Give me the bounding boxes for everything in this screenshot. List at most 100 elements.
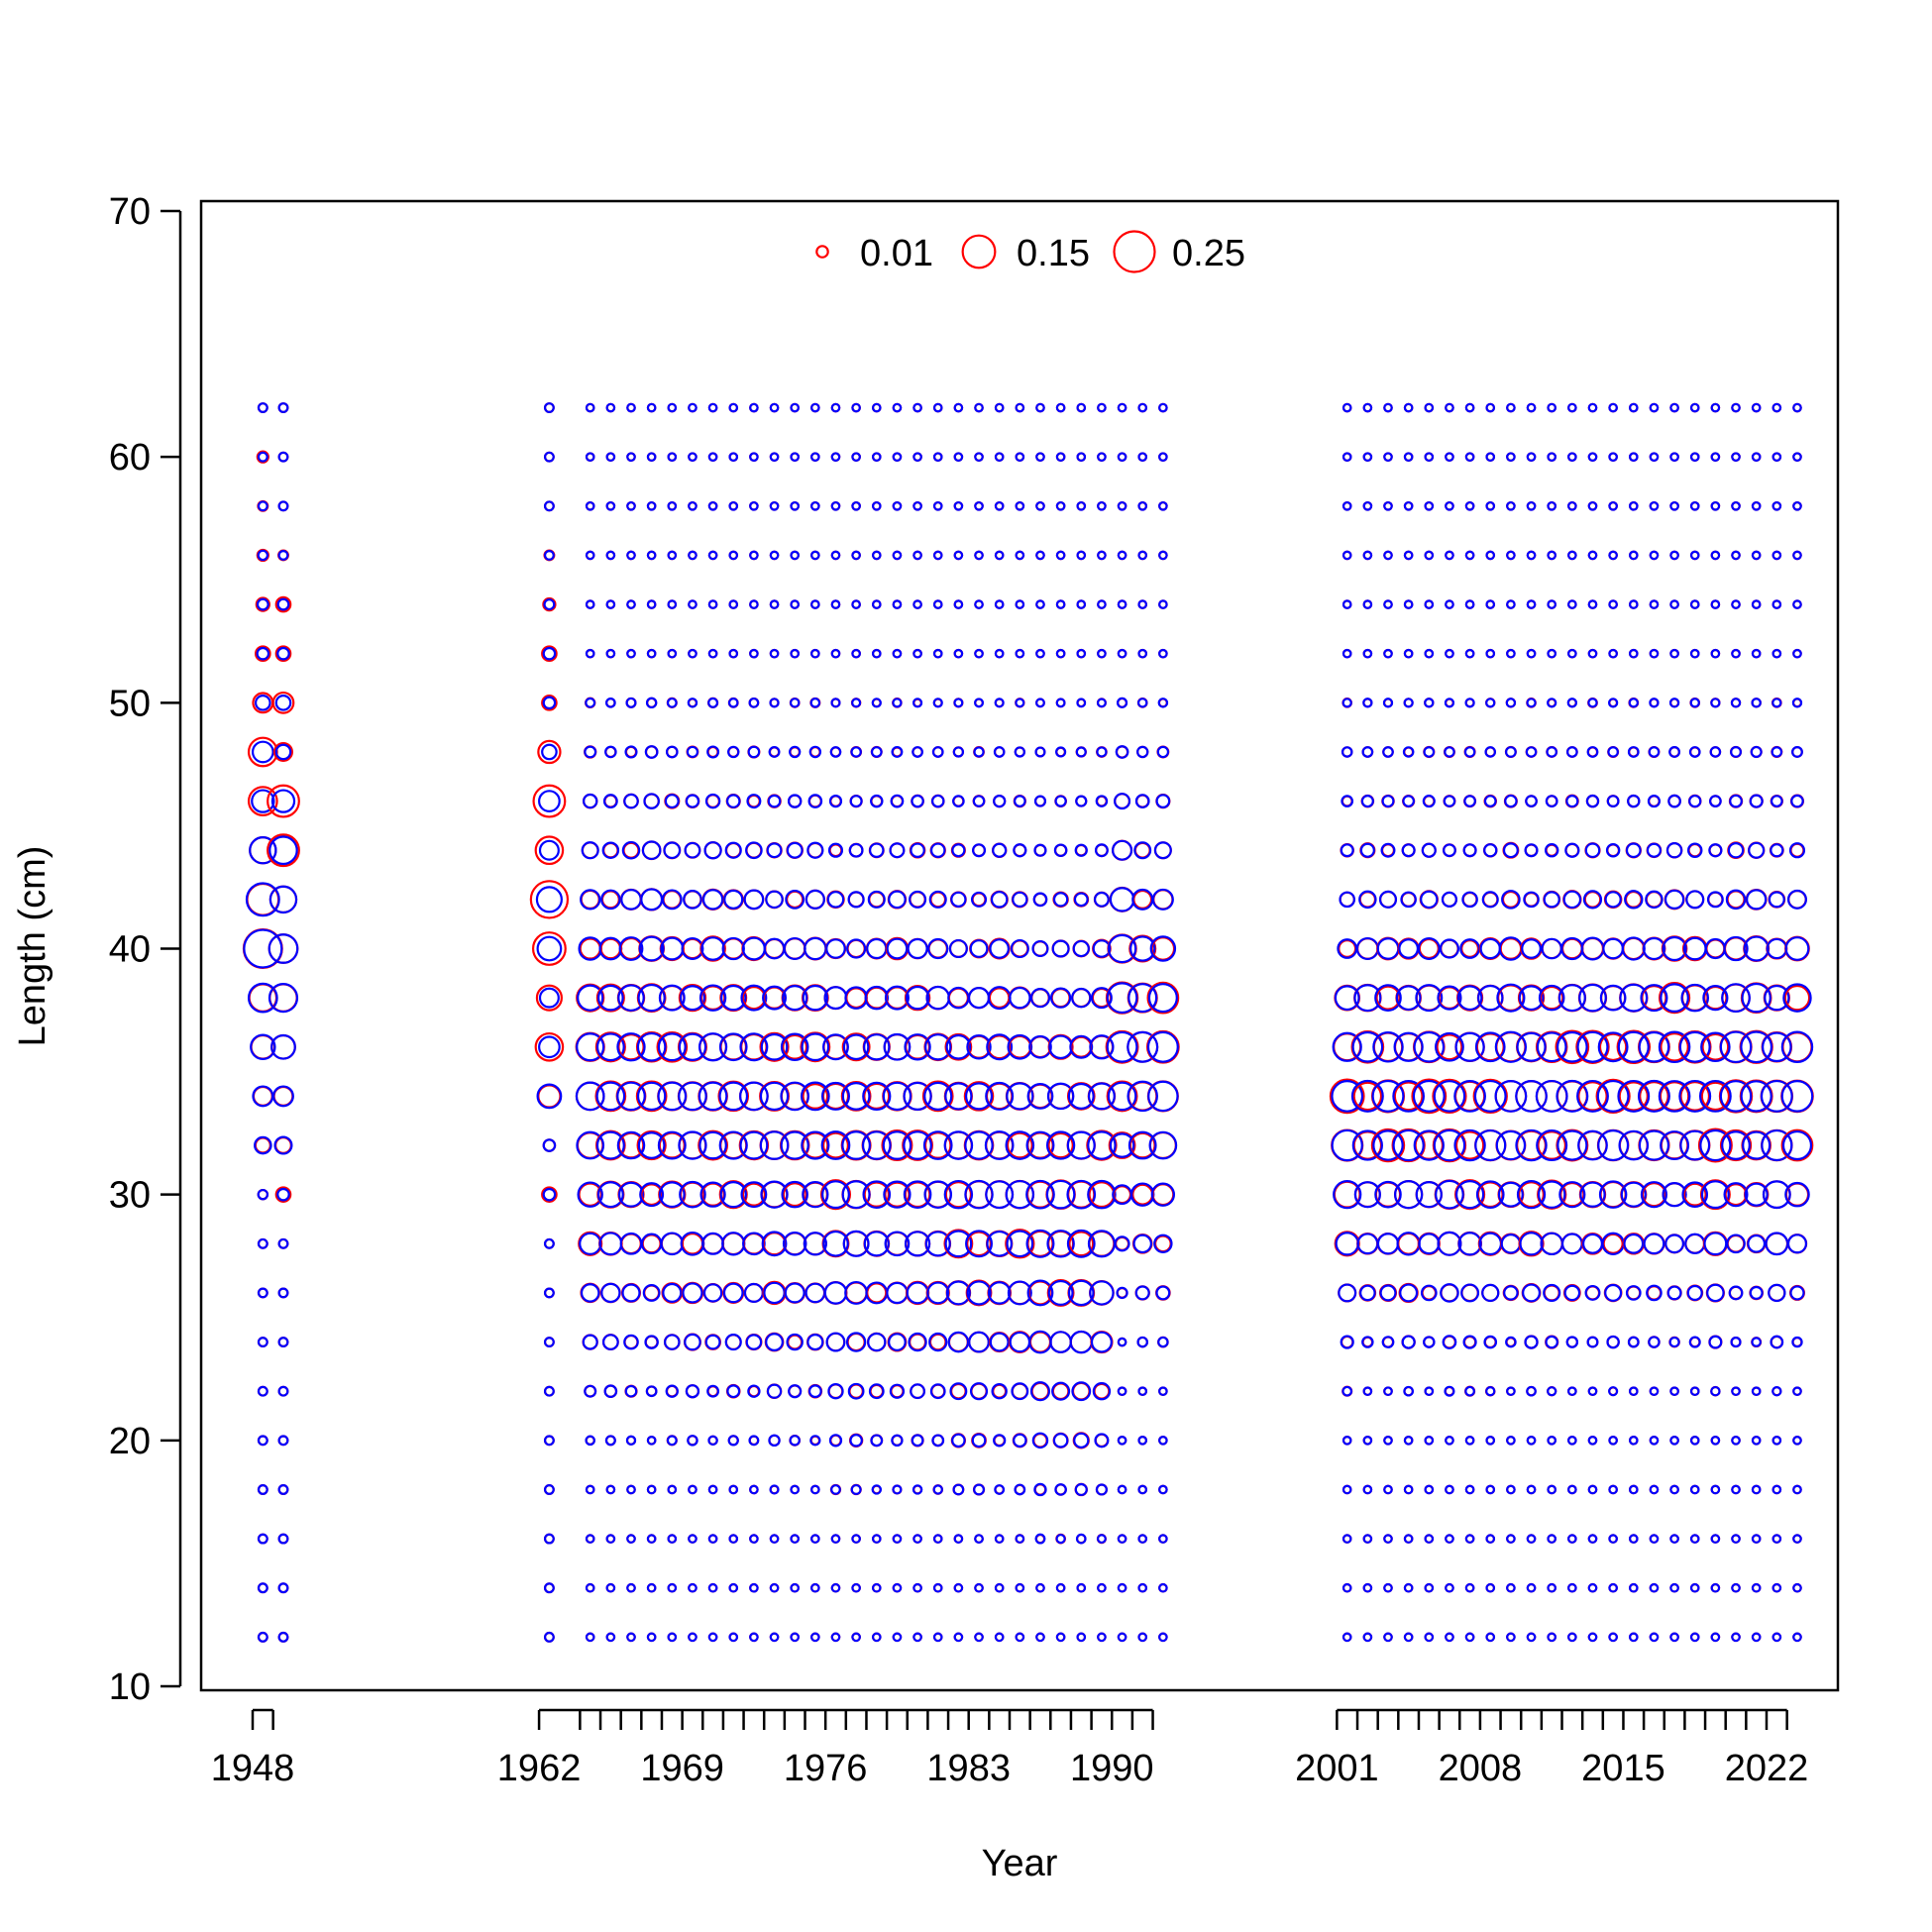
bubble-expected (992, 842, 1008, 858)
bubble-expected (543, 1484, 555, 1495)
bubble-expected (277, 500, 289, 512)
bubble-expected (1689, 1386, 1700, 1397)
bubble-expected (1015, 698, 1025, 708)
bubble-expected (1669, 1386, 1679, 1397)
bubble-expected (783, 936, 806, 961)
bubble-expected (847, 1382, 865, 1400)
x-tick-label: 1962 (497, 1748, 582, 1789)
bubble-expected (667, 1484, 678, 1495)
bubble-expected (657, 1130, 687, 1160)
bubble-expected (1483, 795, 1497, 807)
bubble-expected (891, 746, 904, 758)
bubble-expected (1792, 1386, 1802, 1397)
bubble-expected (1567, 1386, 1577, 1397)
bubble-expected (932, 1582, 943, 1593)
bubble-expected (1342, 599, 1352, 609)
bubble-expected (1780, 1080, 1814, 1113)
bubble-expected (1543, 1283, 1561, 1302)
bubble-expected (1649, 1632, 1660, 1643)
bubble-expected (1076, 1582, 1087, 1593)
bubble-expected (1015, 1582, 1025, 1593)
bubble-observed (822, 1131, 849, 1159)
bubble-expected (684, 1333, 701, 1351)
bubble-expected (1403, 1436, 1414, 1446)
bubble-expected (1051, 939, 1070, 958)
bubble-expected (1525, 795, 1538, 807)
bubble-expected (543, 1435, 555, 1447)
bubble-expected (1506, 1484, 1516, 1495)
bubble-expected (1680, 983, 1710, 1013)
bubble-expected (830, 402, 841, 413)
bubble-expected (1087, 1130, 1117, 1160)
bubble-expected (1637, 1079, 1670, 1113)
bubble-expected (1649, 500, 1660, 511)
bubble-expected (1751, 698, 1762, 708)
bubble-expected (1646, 842, 1663, 858)
bubble-expected (1585, 794, 1600, 808)
bubble-expected (1076, 452, 1087, 462)
bubble-expected (1006, 1230, 1034, 1258)
bubble-expected (871, 550, 882, 561)
bubble-expected (790, 500, 801, 511)
bubble-expected (1608, 648, 1618, 659)
bubble-expected (277, 1385, 289, 1397)
bubble-expected (1403, 648, 1414, 659)
bubble-expected (974, 698, 985, 708)
bubble-expected (542, 1187, 557, 1202)
bubble-expected (790, 1582, 801, 1593)
bubble-expected (1669, 452, 1679, 462)
bubble-expected (994, 550, 1005, 561)
bubble-expected (605, 500, 616, 511)
bubble-expected (1628, 402, 1639, 413)
bubble-expected (1147, 983, 1178, 1014)
bubble-expected (943, 1179, 974, 1210)
bubble-expected (1340, 1335, 1354, 1349)
bubble-expected (1481, 1283, 1500, 1303)
bubble-expected (1524, 843, 1539, 858)
bubble-expected (1658, 1030, 1691, 1064)
bubble-expected (1453, 1128, 1486, 1162)
bubble-expected (1473, 1079, 1507, 1113)
bubble-expected (1666, 1285, 1682, 1301)
bubble-expected (658, 984, 686, 1012)
bubble-expected (616, 1130, 646, 1160)
bubble-expected (759, 1081, 790, 1112)
bubble-expected (1342, 1484, 1352, 1495)
bubble-expected (707, 1484, 718, 1495)
bubble-expected (1351, 1129, 1383, 1161)
bubble-expected (543, 500, 555, 512)
bubble-expected (1668, 746, 1681, 758)
bubble-expected (1443, 843, 1456, 858)
bubble-expected (257, 451, 268, 463)
bubble-expected (1422, 795, 1436, 808)
bubble-expected (790, 599, 801, 609)
bubble-observed (1088, 1181, 1116, 1209)
bubble-expected (1730, 746, 1742, 758)
bubble-observed (741, 1182, 766, 1207)
x-tick-label: 2022 (1725, 1748, 1809, 1789)
bubble-expected (538, 790, 561, 812)
bubble-expected (1498, 936, 1524, 961)
bubble-expected (910, 1383, 925, 1400)
bubble-expected (1596, 1079, 1630, 1113)
bubble-expected (1628, 599, 1639, 609)
bubble-expected (1403, 500, 1414, 511)
bubble-expected (972, 795, 986, 807)
bubble-expected (1688, 1336, 1701, 1348)
bubble-expected (1381, 795, 1395, 808)
bubble-expected (1050, 987, 1072, 1009)
bubble-expected (1066, 1179, 1097, 1210)
bubble-expected (883, 1032, 912, 1061)
bubble-expected (1031, 1432, 1049, 1449)
bubble-expected (1567, 500, 1577, 511)
bubble-expected (1708, 1335, 1723, 1349)
bubble-expected (1485, 648, 1496, 659)
bubble-expected (1485, 1534, 1496, 1544)
bubble-expected (830, 500, 841, 511)
bubble-expected (1403, 550, 1414, 561)
bubble-expected (1090, 1331, 1113, 1353)
bubble-expected (688, 1534, 698, 1544)
bubble-expected (1625, 1285, 1642, 1301)
bubble-expected (1074, 1482, 1088, 1497)
bubble-expected (1751, 648, 1762, 659)
